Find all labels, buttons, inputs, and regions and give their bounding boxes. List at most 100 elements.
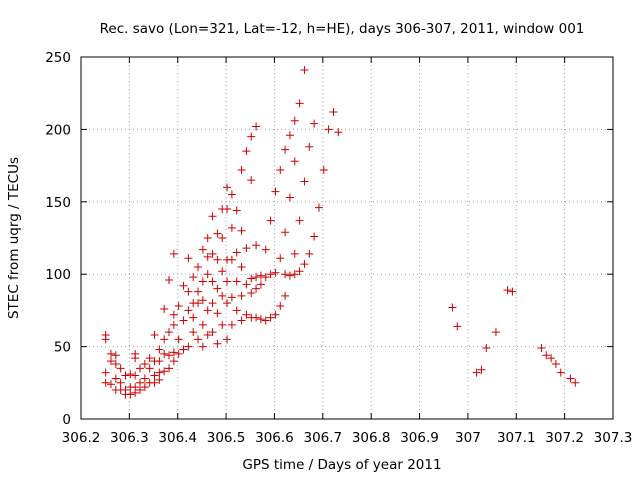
x-tick-label: 306.6 xyxy=(255,430,294,446)
data-point xyxy=(155,368,164,377)
data-point xyxy=(314,203,323,212)
data-point xyxy=(208,277,217,286)
y-tick-label: 50 xyxy=(54,340,71,356)
data-point xyxy=(213,339,222,348)
data-point xyxy=(140,374,149,383)
data-point xyxy=(295,267,304,276)
data-point xyxy=(136,386,145,395)
x-tick-label: 306.8 xyxy=(352,430,391,446)
data-point xyxy=(237,165,246,174)
data-point xyxy=(208,249,217,258)
data-point xyxy=(179,316,188,325)
data-point xyxy=(218,291,227,300)
x-tick-label: 306.7 xyxy=(303,430,342,446)
data-point xyxy=(542,351,551,360)
data-point xyxy=(101,335,110,344)
x-tick-label: 306.2 xyxy=(62,430,101,446)
data-point xyxy=(140,383,149,392)
data-point xyxy=(472,368,481,377)
data-point xyxy=(281,291,290,300)
x-tick-label: 306.3 xyxy=(110,430,149,446)
y-axis-label: STEC from uqrg / TECUs xyxy=(6,157,22,319)
data-point xyxy=(276,165,285,174)
data-point xyxy=(566,374,575,383)
data-point xyxy=(223,335,232,344)
data-point xyxy=(256,280,265,289)
data-point xyxy=(189,313,198,322)
data-point xyxy=(237,291,246,300)
data-point xyxy=(179,345,188,354)
data-point xyxy=(477,365,486,374)
y-tick-label: 250 xyxy=(45,50,71,66)
data-point xyxy=(174,349,183,358)
data-point xyxy=(169,320,178,329)
data-point xyxy=(227,255,236,264)
data-point xyxy=(482,344,491,353)
data-point xyxy=(111,351,120,360)
data-point xyxy=(227,293,236,302)
data-point xyxy=(300,260,309,269)
data-point xyxy=(329,108,338,117)
data-point xyxy=(116,364,125,373)
data-point xyxy=(261,316,270,325)
data-point xyxy=(106,380,115,389)
x-tick-label: 306.9 xyxy=(400,430,439,446)
data-point xyxy=(232,277,241,286)
data-point xyxy=(150,331,159,340)
data-point xyxy=(223,277,232,286)
data-point xyxy=(503,286,512,295)
data-point xyxy=(116,378,125,387)
data-point xyxy=(448,303,457,312)
data-point xyxy=(319,165,328,174)
data-point xyxy=(232,248,241,257)
data-point xyxy=(453,322,462,331)
data-point xyxy=(242,310,251,319)
y-tick-label: 100 xyxy=(45,267,71,283)
data-point xyxy=(247,289,256,298)
data-point xyxy=(227,320,236,329)
data-point xyxy=(126,390,135,399)
x-tick-label: 307.2 xyxy=(545,430,584,446)
x-axis-label: GPS time / Days of year 2011 xyxy=(242,457,441,473)
data-point xyxy=(198,342,207,351)
data-point xyxy=(213,284,222,293)
data-point xyxy=(169,357,178,366)
data-point xyxy=(169,348,178,357)
data-point xyxy=(165,364,174,373)
data-point xyxy=(252,284,261,293)
data-point xyxy=(194,299,203,308)
data-point xyxy=(160,349,169,358)
data-point xyxy=(232,306,241,315)
x-tick-label: 306.5 xyxy=(207,430,246,446)
data-point xyxy=(305,249,314,258)
data-point xyxy=(111,359,120,368)
data-point xyxy=(218,267,227,276)
data-point xyxy=(218,320,227,329)
data-point xyxy=(203,234,212,242)
data-point xyxy=(290,116,299,125)
x-tick-label: 306.4 xyxy=(158,430,197,446)
data-point xyxy=(261,245,270,254)
data-point xyxy=(169,310,178,319)
data-point xyxy=(155,345,164,354)
data-point xyxy=(285,131,294,140)
data-point xyxy=(198,245,207,254)
data-point xyxy=(276,254,285,263)
data-point xyxy=(131,354,140,363)
data-point xyxy=(252,122,261,131)
data-point xyxy=(556,368,565,377)
data-point xyxy=(242,280,251,289)
x-axis: 306.2 306.3 306.4 306.5 306.6 306.7 306.8 306.9… xyxy=(62,57,632,446)
plot-area: 306.2 306.3 306.4 306.5 306.6 306.7 306.8 306.9… xyxy=(45,50,632,446)
data-point xyxy=(295,99,304,108)
data-point xyxy=(261,273,270,282)
y-tick-label: 150 xyxy=(45,195,71,211)
data-point xyxy=(256,271,265,280)
data-point xyxy=(281,270,290,279)
data-point xyxy=(281,228,290,237)
data-point xyxy=(300,177,309,186)
data-point xyxy=(266,270,275,279)
data-point xyxy=(160,335,169,344)
data-point xyxy=(290,157,299,166)
